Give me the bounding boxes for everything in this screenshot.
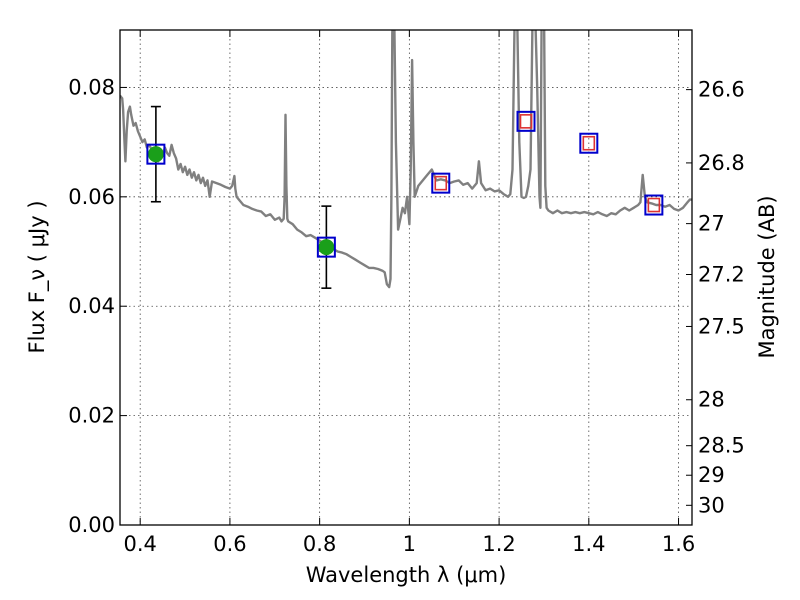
right-tick-label: 28 [698, 388, 725, 412]
photometry-point [318, 239, 335, 256]
x-tick-label: 0.8 [303, 532, 336, 556]
photometry-point [147, 146, 164, 163]
right-tick-label: 27 [698, 212, 725, 236]
x-tick-label: 0.6 [213, 532, 246, 556]
model-flux-box [516, 110, 536, 132]
y-tick-label: 0.00 [68, 513, 115, 537]
x-tick-label: 1.2 [482, 532, 515, 556]
observed-flux-marker [582, 135, 596, 151]
right-tick-label: 26.6 [698, 78, 745, 102]
right-tick-label: 30 [698, 493, 725, 517]
model-spectrum-line [120, 30, 692, 289]
plot-frame [119, 29, 693, 526]
y-tick-label: 0.04 [68, 294, 115, 318]
right-tick-label: 27.2 [698, 262, 745, 286]
x-tick-label: 1.4 [572, 532, 605, 556]
x-axis-label: Wavelength λ (μm) [306, 563, 507, 587]
y-axis-label: Flux F_ν ( μJy ) [25, 200, 50, 353]
right-tick-label: 29 [698, 463, 725, 487]
observed-flux-marker [519, 114, 533, 129]
grid [120, 30, 692, 525]
right-tick-label: 26.8 [698, 151, 745, 175]
x-tick-label: 1.6 [662, 532, 695, 556]
y-tick-label: 0.06 [68, 185, 115, 209]
model-flux-box [316, 236, 336, 258]
observed-flux-marker [647, 197, 661, 213]
y-tick-label: 0.08 [68, 75, 115, 99]
plot-area [120, 30, 692, 289]
model-flux-box [579, 132, 599, 154]
axis-ticks: 0.4 0.6 0.8 1 1.2 1.4 1.6 0.00 0.02 0.04 0.06 0.08 2… [68, 30, 745, 556]
right-tick-label: 27.5 [698, 314, 745, 338]
model-flux-box [431, 172, 451, 194]
observed-flux-marker [434, 175, 448, 191]
model-flux-box [146, 143, 166, 165]
model-flux-box [644, 194, 664, 216]
x-tick-label: 0.4 [123, 532, 156, 556]
right-tick-label: 28.5 [698, 434, 745, 458]
y-tick-label: 0.02 [68, 404, 115, 428]
x-tick-label: 1 [403, 532, 416, 556]
right-axis-label: Magnitude (AB) [755, 195, 779, 358]
